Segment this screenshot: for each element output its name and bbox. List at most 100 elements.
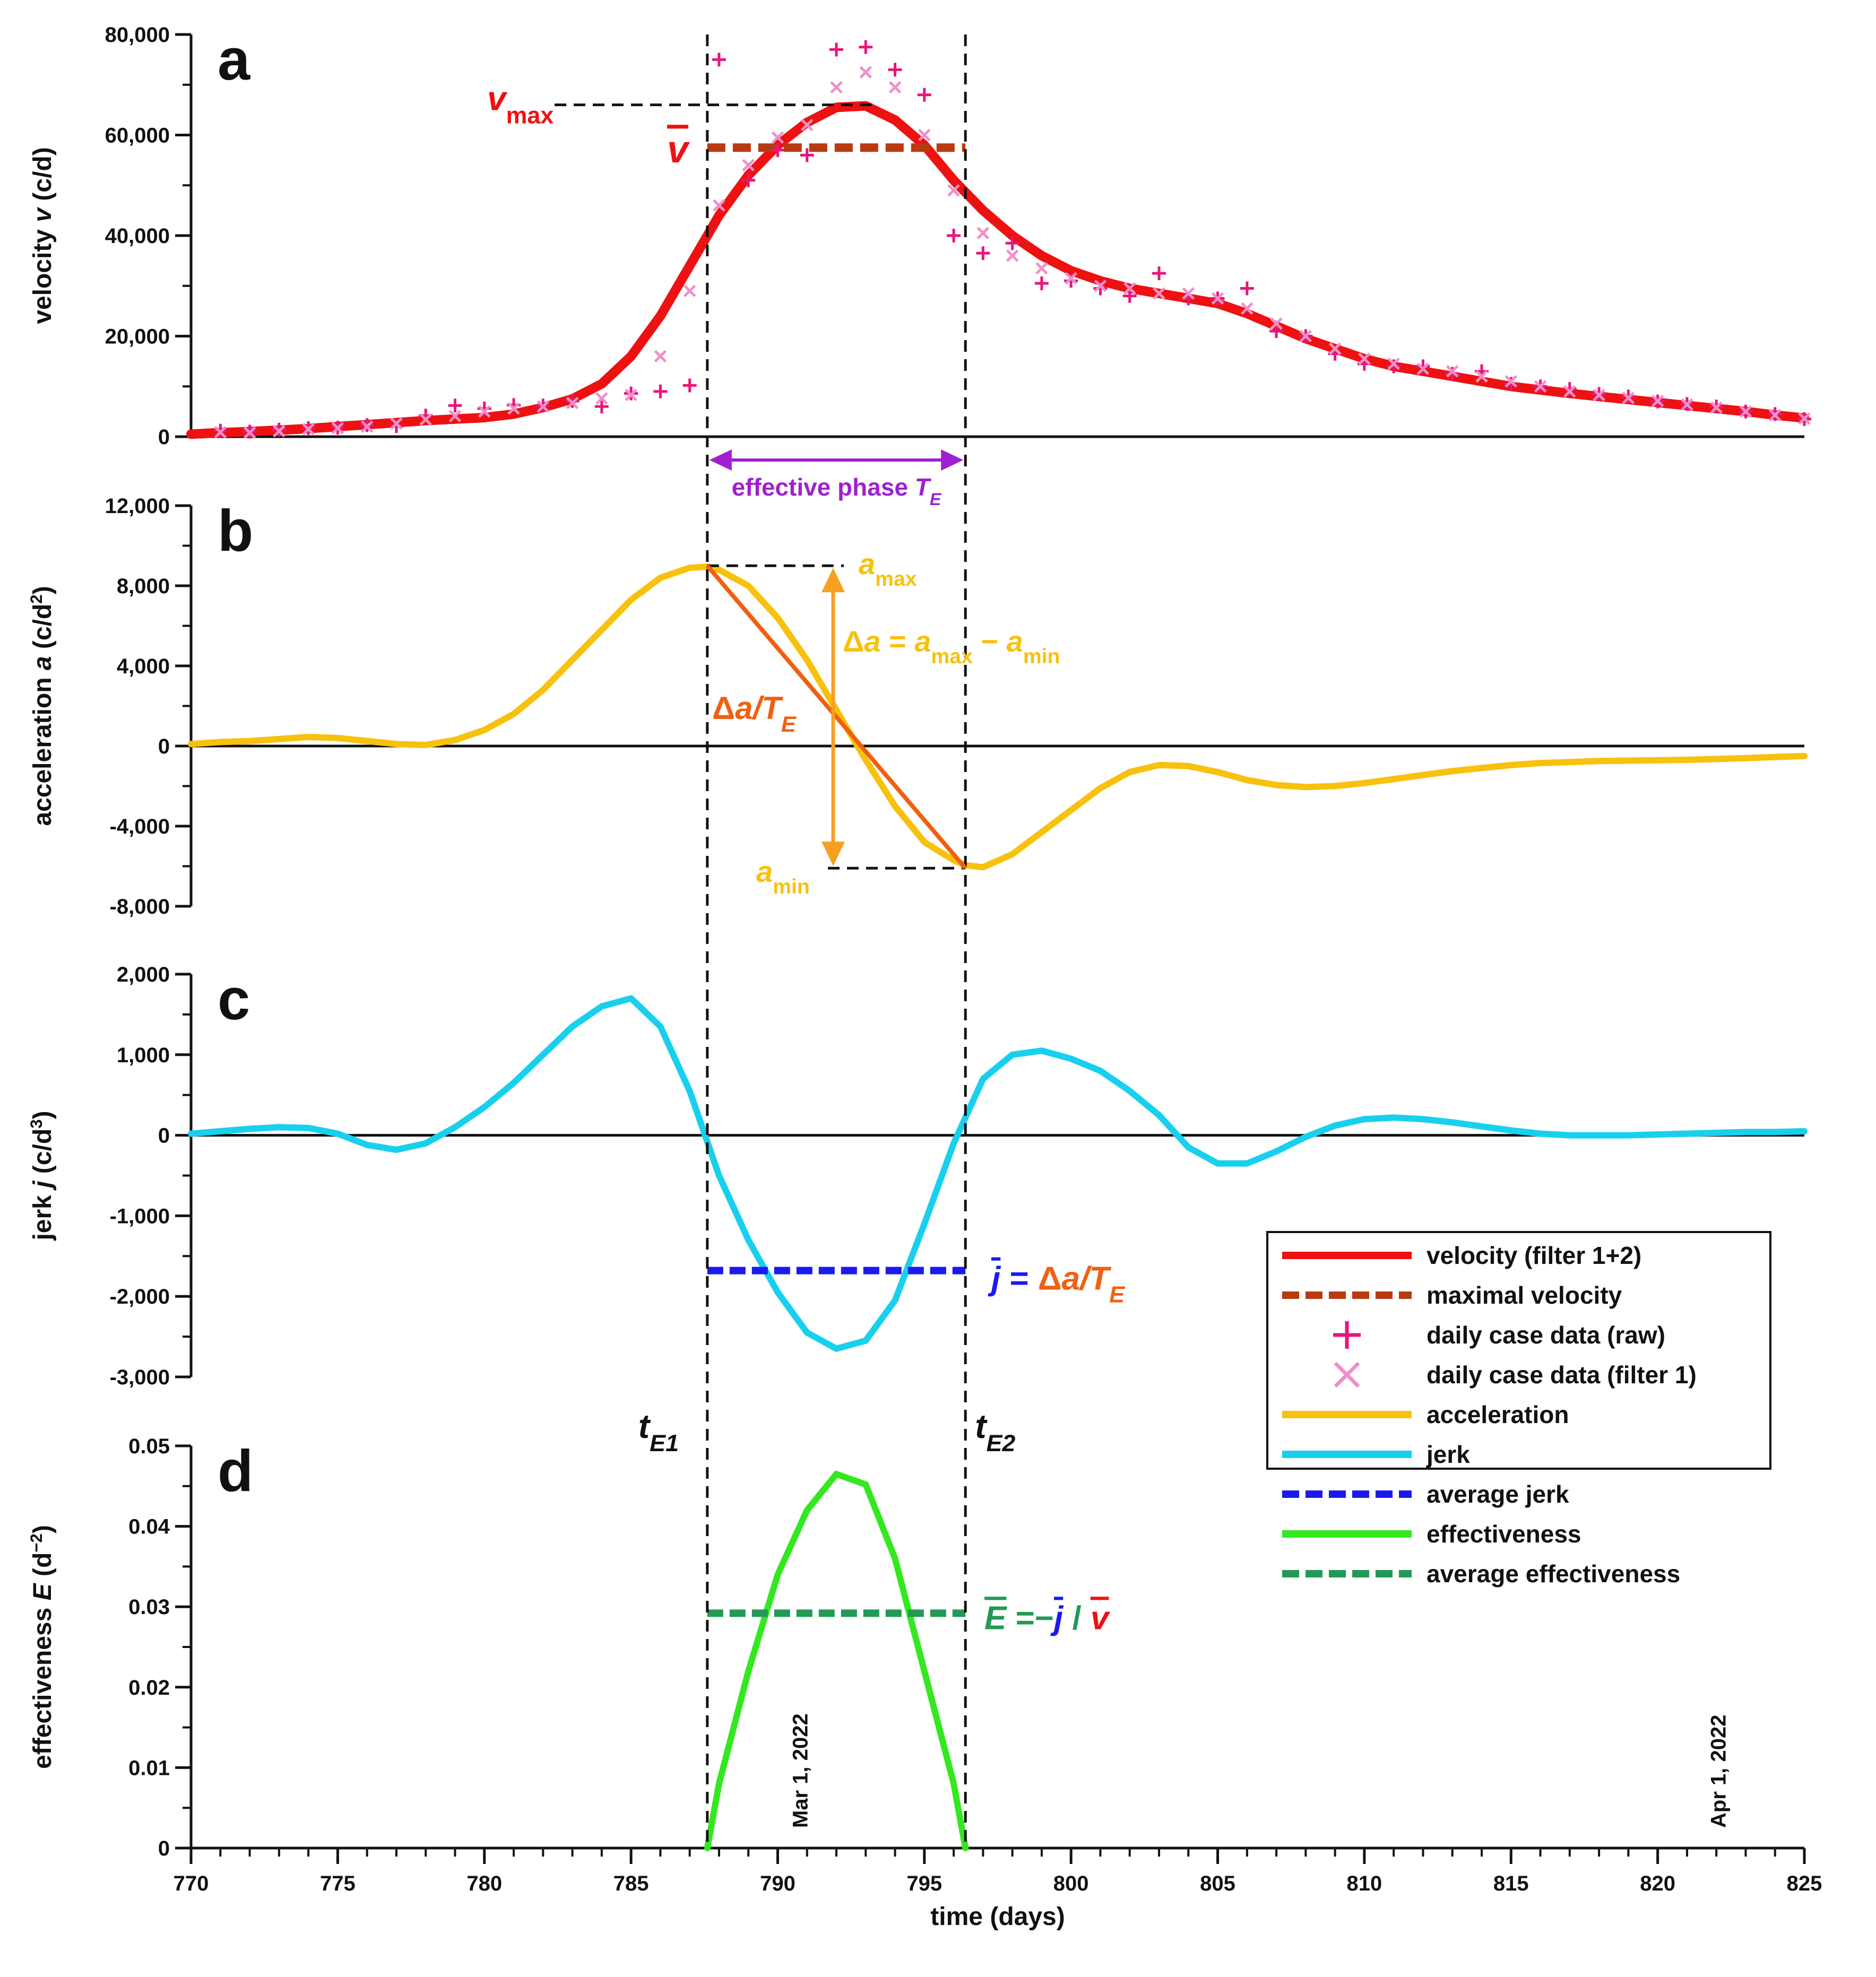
annotation-layer: tE1​tE2​effective phase TE​vmax​vamax​am… <box>487 34 1126 1848</box>
legend-entry: daily case data (raw) <box>1333 1321 1665 1349</box>
y-axis-title-b-part: 2 <box>27 594 46 603</box>
slope-label-part: a/T <box>735 690 783 726</box>
y-axis-title-d-part: −2 <box>27 1533 46 1553</box>
y-tick-label: 0 <box>158 1124 170 1148</box>
filter1-point <box>859 66 872 79</box>
y-tick-label: 0.02 <box>128 1676 170 1699</box>
filter1-point <box>1358 352 1371 365</box>
y-tick-label: 60,000 <box>105 124 170 148</box>
acceleration-line <box>188 563 1808 871</box>
tE2-label: tE2​ <box>975 1407 1015 1456</box>
filter1-point <box>1328 342 1342 355</box>
filter1-point <box>1182 287 1195 300</box>
filter1-point-b <box>976 227 990 240</box>
tE1-label-part: E1 <box>650 1430 679 1456</box>
avg-jerk-label-part: = <box>1000 1261 1038 1297</box>
legend-label: velocity (filter 1+2) <box>1427 1242 1641 1269</box>
x-tick-label: 775 <box>320 1872 356 1895</box>
x-tick-label: 825 <box>1787 1872 1822 1895</box>
tE1-label: tE1​ <box>638 1407 679 1456</box>
y-tick-label: -2,000 <box>110 1285 170 1308</box>
y-axis-title-b-part: (c/d <box>29 604 57 656</box>
legend-label: average jerk <box>1427 1480 1569 1508</box>
filter1-point <box>1387 357 1400 370</box>
raw-point <box>653 384 668 398</box>
filter1-point-b <box>478 405 491 418</box>
legend-label: acceleration <box>1427 1401 1569 1428</box>
filter1-point <box>1593 388 1605 402</box>
filter1-point <box>1563 385 1576 398</box>
legend-entry: average jerk <box>1282 1480 1569 1508</box>
axes-layer: 0 20,000 40,000 60,000 80,000 a velocity v (c/… <box>27 23 1822 1931</box>
filter1-point-b <box>1299 330 1312 343</box>
raw-point <box>1387 359 1401 374</box>
filter1-point <box>1065 272 1077 285</box>
filter1-point <box>1622 392 1635 404</box>
legend-entry: average effectiveness <box>1282 1560 1680 1588</box>
legend-entry: velocity (filter 1+2) <box>1282 1242 1641 1269</box>
filter1-point-b <box>537 400 550 413</box>
filter1-point-b <box>507 402 520 415</box>
filter1-point <box>683 284 696 297</box>
filter1-point-b <box>1182 287 1195 300</box>
avg-effectiveness-label-part: / <box>1063 1600 1091 1636</box>
phase-label-part: E <box>930 490 942 509</box>
filter1-point-b <box>1123 282 1136 295</box>
filter1-point-b <box>654 350 667 363</box>
filter1-point-b <box>1153 287 1165 300</box>
filter1-point-b <box>419 413 432 426</box>
amax-label-part: a <box>859 547 875 580</box>
filter1-point <box>1416 362 1430 375</box>
raw-point <box>1445 367 1459 381</box>
phase-label-part: T <box>915 473 932 501</box>
filter1-point-b <box>243 426 256 439</box>
slope-label: Δa/TE​ <box>712 690 797 736</box>
filter1-point-b <box>1211 292 1224 305</box>
panel-letter-c: c <box>218 967 250 1032</box>
filter1-point <box>918 128 931 142</box>
y-axis-title-b: acceleration a (c/d2​) <box>27 586 57 826</box>
y-tick-label: 40,000 <box>105 224 170 248</box>
raw-point <box>976 246 990 261</box>
raw-point <box>448 398 462 413</box>
filter1-point-b <box>566 396 579 410</box>
filter1-point <box>1534 380 1547 393</box>
filter1-point-b <box>947 184 960 197</box>
x-tick-label: 805 <box>1200 1872 1235 1895</box>
phase-arrow-head-left <box>709 449 732 471</box>
avg-jerk-label-part: Δ <box>1038 1261 1062 1297</box>
avg-effectiveness-label: E =−j / v <box>984 1600 1111 1636</box>
x-tick-label: 815 <box>1493 1872 1529 1895</box>
raw-point <box>1240 281 1254 296</box>
x-tick-label: 790 <box>760 1872 796 1895</box>
filter1-point-b <box>448 410 462 422</box>
raw-point <box>771 143 785 157</box>
vmax-label-part: v <box>487 80 508 118</box>
legend-entry: jerk <box>1282 1441 1470 1468</box>
legend: velocity (filter 1+2) maximal velocity dai… <box>1266 1231 1771 1588</box>
filter1-point <box>1446 365 1459 378</box>
x-tick-label: 785 <box>613 1872 649 1895</box>
date-label: Apr 1, 2022 <box>1707 1715 1731 1828</box>
delta-a-label-part: a <box>1007 625 1023 658</box>
raw-point <box>389 419 403 433</box>
phase-arrow-head-right <box>941 449 964 471</box>
legend-label: average effectiveness <box>1427 1560 1680 1588</box>
filter1-point-b <box>1651 394 1664 407</box>
velocity-line <box>186 101 1809 439</box>
y-axis-title-a-part: (c/d) <box>29 147 57 208</box>
avg-effectiveness-label-part: E <box>984 1600 1007 1636</box>
filter1-point <box>800 118 814 132</box>
filter1-point-b <box>1446 365 1459 378</box>
filter1-point <box>654 350 667 363</box>
phase-label: effective phase TE​ <box>732 473 942 509</box>
filter1-point <box>947 184 960 197</box>
filter1-point <box>742 159 755 172</box>
legend-label: effectiveness <box>1427 1520 1581 1548</box>
raw-point <box>829 42 843 57</box>
raw-point <box>594 400 609 414</box>
raw-point <box>917 88 931 102</box>
delta-arrow-head-up <box>822 568 845 593</box>
y-axis-title-d-part: ) <box>29 1525 57 1533</box>
y-tick-label: 0.01 <box>128 1756 170 1780</box>
